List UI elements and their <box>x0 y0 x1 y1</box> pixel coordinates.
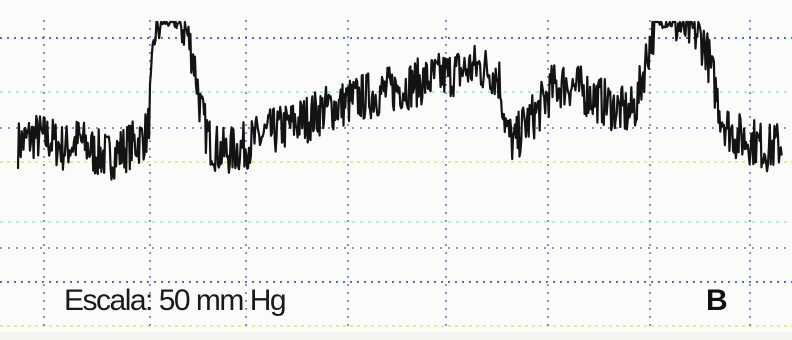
data-point <box>208 140 210 142</box>
data-point <box>690 29 692 31</box>
data-point <box>567 82 569 84</box>
data-point <box>430 78 432 80</box>
data-point <box>667 21 669 23</box>
data-point <box>139 140 141 142</box>
data-point <box>224 152 226 154</box>
data-point <box>636 103 638 105</box>
data-point <box>735 135 737 137</box>
data-point <box>476 66 478 68</box>
data-point <box>720 113 722 115</box>
data-point <box>170 21 172 23</box>
data-point <box>308 117 310 119</box>
data-point <box>460 70 462 72</box>
data-point <box>338 105 340 107</box>
data-point <box>728 127 730 129</box>
data-point <box>323 109 325 111</box>
data-point <box>529 119 531 121</box>
data-point <box>246 144 248 146</box>
data-point <box>506 131 508 133</box>
data-point <box>491 70 493 72</box>
data-point <box>415 82 417 84</box>
data-point <box>682 27 684 29</box>
data-point <box>751 140 753 142</box>
data-point <box>705 46 707 48</box>
data-point <box>277 129 279 131</box>
data-point <box>499 78 501 80</box>
data-point <box>353 99 355 101</box>
data-point <box>544 99 546 101</box>
data-point <box>514 144 516 146</box>
data-point <box>162 21 164 23</box>
data-point <box>193 58 195 60</box>
data-point <box>369 95 371 97</box>
data-point <box>659 21 661 23</box>
data-point <box>147 131 149 133</box>
data-point <box>697 33 699 35</box>
trace-layer <box>16 20 783 181</box>
bottom-margin <box>0 332 792 340</box>
data-point <box>598 99 600 101</box>
data-point <box>63 148 65 150</box>
data-point <box>613 107 615 109</box>
data-point <box>674 23 676 25</box>
panel-label: B <box>706 284 728 317</box>
data-point <box>201 113 203 115</box>
data-point <box>48 138 50 140</box>
data-point <box>399 87 401 89</box>
data-point <box>78 140 80 142</box>
data-point <box>628 113 630 115</box>
pressure-trace <box>16 20 783 181</box>
data-point <box>651 31 653 33</box>
data-point <box>583 91 585 93</box>
data-point <box>216 148 218 150</box>
data-point <box>239 148 241 150</box>
scale-label: Escala: 50 mm Hg <box>64 284 287 317</box>
data-point <box>766 148 768 150</box>
data-point <box>33 135 35 137</box>
data-point <box>521 127 523 129</box>
data-point <box>712 78 714 80</box>
data-point <box>94 152 96 154</box>
grid-layer <box>0 20 792 332</box>
data-point <box>644 66 646 68</box>
data-point <box>262 135 264 137</box>
data-point <box>781 144 783 146</box>
data-point <box>537 111 539 113</box>
data-point <box>109 156 111 158</box>
data-point <box>552 87 554 89</box>
data-point <box>231 150 233 152</box>
data-point <box>178 23 180 25</box>
data-point <box>17 144 19 146</box>
data-point <box>292 123 294 125</box>
data-point <box>384 91 386 93</box>
data-point <box>445 74 447 76</box>
data-point <box>185 29 187 31</box>
data-point <box>124 148 126 150</box>
data-point <box>155 27 157 29</box>
